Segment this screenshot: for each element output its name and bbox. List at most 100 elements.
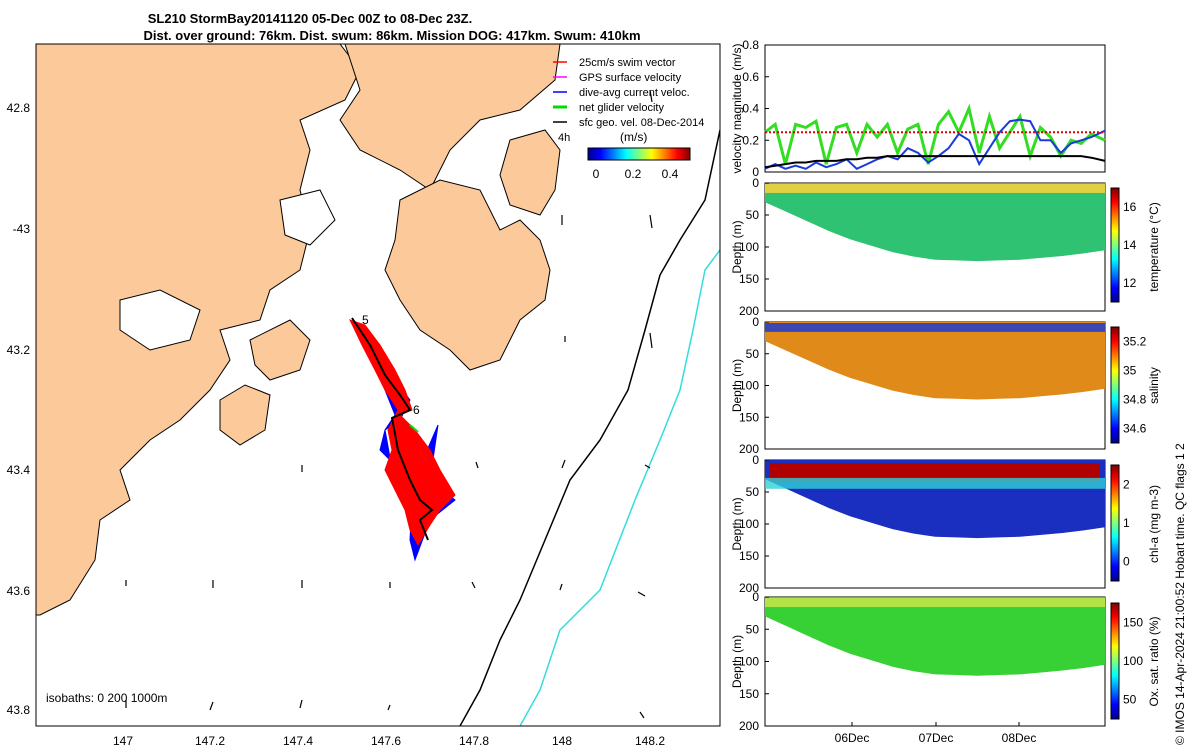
depth-tick-label: 0 xyxy=(752,590,759,604)
series-line-sfc-geo-vel- xyxy=(764,155,1106,169)
time-tick-label: 06Dec xyxy=(835,731,870,745)
colorbar-tick-label: 14 xyxy=(1123,238,1137,252)
map-frame xyxy=(35,43,721,727)
series-line-dive-avg-current xyxy=(764,118,1106,170)
land-west xyxy=(36,44,361,616)
legend-item-gps: GPS surface velocity xyxy=(553,72,682,84)
depth-tick-label: 100 xyxy=(739,655,759,669)
lon-tick: 147.8 xyxy=(459,734,489,748)
colorbar-tick-label: 150 xyxy=(1123,615,1143,629)
colorbar-label: chl-a (mg m-3) xyxy=(1147,485,1161,563)
depth-ylabel: Depth (m) xyxy=(730,359,744,412)
depth-tick-label: 150 xyxy=(739,272,759,286)
colorbar-tick-label: 1 xyxy=(1123,516,1130,530)
section-salinity: 0 50 100 150 200 Depth (m) 34.6 34.8 35 35.2 salin… xyxy=(730,315,1161,456)
depth-ylabel: Depth (m) xyxy=(730,635,744,688)
speed-colorbar xyxy=(587,147,691,161)
title-line-2: Dist. over ground: 76km. Dist. swum: 86k… xyxy=(143,28,640,43)
land-isle-south xyxy=(219,384,271,446)
lon-tick: 147.4 xyxy=(283,734,313,748)
section-data-body xyxy=(765,597,1105,676)
track-day-label-5: 5 xyxy=(362,313,369,327)
colorbar-tick-1: 0.2 xyxy=(625,167,642,181)
legend-item-swim: 25cm/s swim vector xyxy=(553,57,676,69)
colorbar-tick-label: 12 xyxy=(1123,276,1137,290)
lon-tick: 147.2 xyxy=(195,734,225,748)
section-surface-layer xyxy=(765,323,1105,332)
glider-track: 5 6 xyxy=(349,313,456,562)
section-chl-a: 0 50 100 150 200 Depth (m) 0 1 2 chl-a (mg m-3) xyxy=(730,453,1161,595)
land-north xyxy=(339,44,561,191)
velocity-axes xyxy=(764,44,1106,173)
depth-tick-label: 200 xyxy=(739,442,759,456)
land-bruny xyxy=(249,319,311,381)
depth-ylabel: Depth (m) xyxy=(730,220,744,273)
colorbar-tick-label: 16 xyxy=(1123,200,1137,214)
depth-tick-label: 150 xyxy=(739,687,759,701)
velocity-tick-label: 0.6 xyxy=(742,70,759,84)
section-data-body xyxy=(765,322,1105,400)
swim-vectors-red xyxy=(349,319,456,547)
colorbar-label: salinity xyxy=(1147,367,1161,404)
legend-label-geo: sfc geo. vel. 08-Dec-2014 xyxy=(579,117,704,129)
lat-tick: 43.4 xyxy=(7,463,31,477)
lon-tick: 147 xyxy=(113,734,133,748)
colorbar-label: (m/s) xyxy=(620,130,647,144)
legend-item-current: dive-avg current veloc. xyxy=(553,87,690,99)
map-panel: 5 6 25cm/s swim vector GPS surface veloc… xyxy=(7,43,721,748)
track-line xyxy=(351,317,434,541)
legend-item-geo: sfc geo. vel. 08-Dec-2014 xyxy=(553,117,704,129)
lat-tick: -43 xyxy=(13,222,31,236)
depth-tick-label: 150 xyxy=(739,410,759,424)
depth-tick-label: 50 xyxy=(746,622,760,636)
current-arrows xyxy=(125,89,653,719)
depth-tick-label: 50 xyxy=(746,485,760,499)
colorbar-tick-0: 0 xyxy=(593,167,600,181)
legend-label-gps: GPS surface velocity xyxy=(579,72,682,84)
colorbar-tick-label: 50 xyxy=(1123,693,1137,707)
lat-tick: 43.2 xyxy=(7,343,31,357)
velocity-ylabel: velocity magnitude (m/s) xyxy=(730,43,744,173)
depth-tick-label: 200 xyxy=(739,304,759,318)
section-data-body xyxy=(765,183,1105,262)
bay-frederick xyxy=(279,189,336,246)
depth-tick-label: 200 xyxy=(739,719,759,733)
colorbar-label: Ox. sat. ratio (%) xyxy=(1147,616,1161,706)
section-colorbar xyxy=(1110,326,1120,444)
land-tasman-peninsula xyxy=(384,179,551,371)
depth-tick-label: 100 xyxy=(739,379,759,393)
lon-tick: 147.6 xyxy=(371,734,401,748)
depth-tick-label: 100 xyxy=(739,517,759,531)
section-surface-layer xyxy=(765,598,1105,608)
depth-tick-label: 50 xyxy=(746,208,760,222)
lat-tick: 42.8 xyxy=(7,101,31,115)
section-colorbar xyxy=(1110,187,1120,303)
legend-label-net: net glider velocity xyxy=(579,102,664,114)
depth-tick-label: 0 xyxy=(752,315,759,329)
colorbar-tick-label: 34.6 xyxy=(1123,422,1147,436)
gps-velocity-green xyxy=(409,424,419,433)
lat-tick: 43.6 xyxy=(7,584,31,598)
isobath-200 xyxy=(459,129,720,726)
colorbar-tick-label: 100 xyxy=(1123,654,1143,668)
lat-tick: 43.8 xyxy=(7,703,31,717)
depth-tick-label: 200 xyxy=(739,581,759,595)
velocity-tick-label: 0 xyxy=(752,165,759,179)
legend-label-swim: 25cm/s swim vector xyxy=(579,57,676,69)
section-temperature: 0 50 100 150 200 Depth (m) 12 14 16 temperature (… xyxy=(730,176,1161,318)
legend-item-net: net glider velocity xyxy=(553,102,664,114)
lon-tick: 148 xyxy=(552,734,572,748)
depth-tick-label: 100 xyxy=(739,240,759,254)
isobath-label: isobaths: 0 200 1000m xyxy=(46,691,167,705)
land-peninsula-east xyxy=(499,129,561,216)
depth-tick-label: 150 xyxy=(739,549,759,563)
map-lat-ticks: 42.8 -43 43.2 43.4 43.6 43.8 xyxy=(7,101,31,717)
colorbar-tick-label: 35.2 xyxy=(1123,335,1147,349)
map-legend: 25cm/s swim vector GPS surface velocity … xyxy=(553,57,704,181)
footer-credit: © IMOS 14-Apr-2024 21:00:52 Hobart time.… xyxy=(1173,443,1187,745)
velocity-tick-label: 0.2 xyxy=(742,133,759,147)
velocity-tick-label: 0.4 xyxy=(742,102,759,116)
